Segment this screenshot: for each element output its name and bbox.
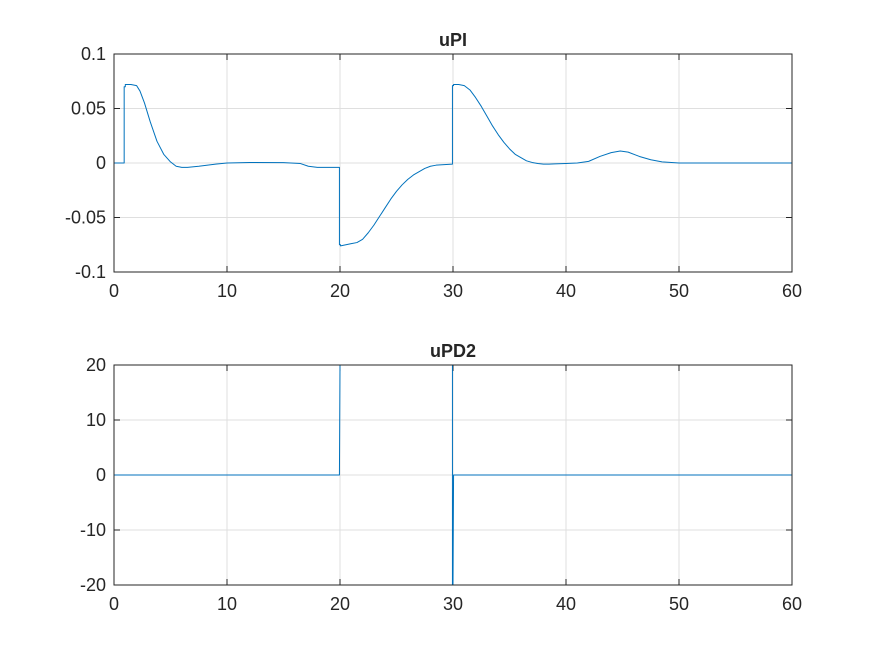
axes-box [113,364,793,586]
x-tick-label: 20 [330,281,350,301]
series-line [114,364,792,586]
y-tick-label: 0.05 [71,99,106,119]
subplot-uPD2: 0 10 20 30 40 50 60 20 10 0 -10 -20 uPD2 [80,341,802,614]
x-tick-label: 60 [782,594,802,614]
x-tick-label: 50 [669,594,689,614]
axes-box [113,53,793,273]
chart-title: uPI [439,30,467,50]
y-tick-label: 0 [96,153,106,173]
x-tick-label: 30 [443,281,463,301]
y-tick-label: 0 [96,465,106,485]
subplot-uPI: 0 10 20 30 40 50 60 0.1 0.05 0 -0.05 -0.1 uPI [65,30,802,301]
x-tick-label: 0 [109,594,119,614]
x-tick-label: 10 [217,594,237,614]
series-line [114,84,792,247]
x-tick-label: 50 [669,281,689,301]
x-tick-label: 40 [556,281,576,301]
x-tick-label: 0 [109,281,119,301]
x-tick-label: 10 [217,281,237,301]
y-tick-label: -20 [80,575,106,595]
x-tick-label: 30 [443,594,463,614]
x-tick-label: 20 [330,594,350,614]
y-tick-label: 20 [86,355,106,375]
x-tick-label: 60 [782,281,802,301]
y-tick-label: 0.1 [81,44,106,64]
y-tick-label: 10 [86,410,106,430]
y-tick-label: -10 [80,520,106,540]
chart-title: uPD2 [430,341,476,361]
y-tick-label: -0.1 [75,262,106,282]
y-tick-label: -0.05 [65,208,106,228]
x-tick-label: 40 [556,594,576,614]
